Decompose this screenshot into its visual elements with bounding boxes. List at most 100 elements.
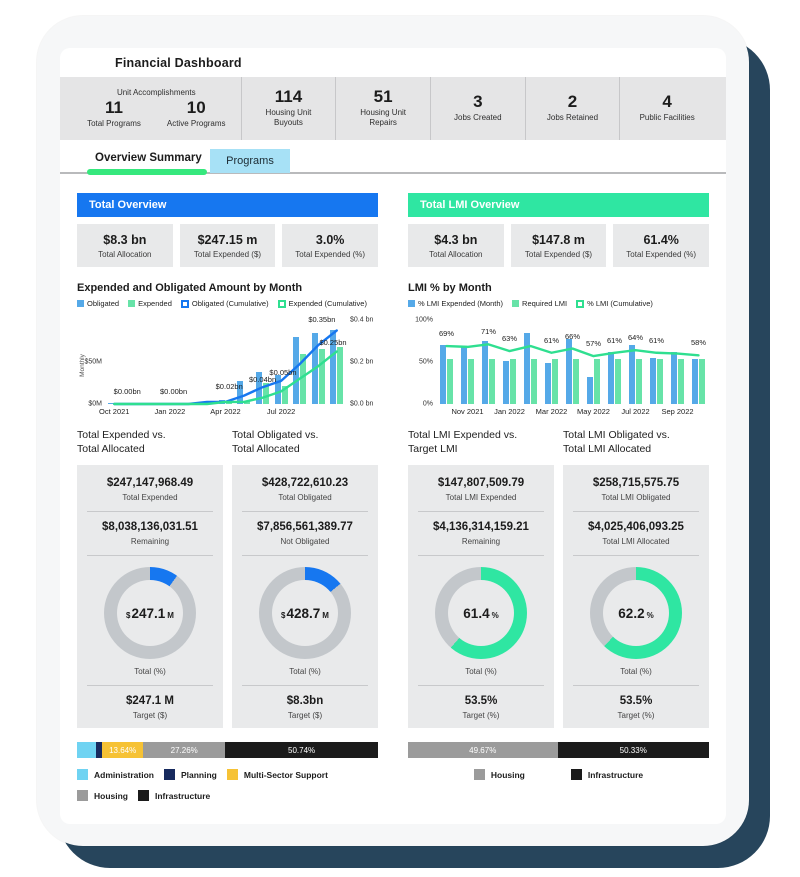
unit-stat: 10 Active Programs: [167, 99, 226, 129]
chart-legend-item[interactable]: Obligated (Cumulative): [180, 299, 269, 308]
title-line: Total Obligated vs.: [232, 429, 319, 441]
allocation-segment-multi-sector-support: 13.64%: [102, 742, 144, 758]
allocation-legend-item: Multi-Sector Support: [226, 769, 328, 780]
divider: [87, 555, 213, 556]
data-point-label: 61%: [648, 335, 665, 345]
tab-programs[interactable]: Programs: [210, 149, 290, 173]
legend-label: Obligated (Cumulative): [191, 299, 269, 308]
title-line: Total Allocated: [77, 443, 145, 456]
unit-accomplishments-label: Unit Accomplishments: [116, 87, 196, 97]
legend-chip: [77, 769, 88, 780]
divider: [418, 555, 544, 556]
metric-label: Not Obligated: [280, 537, 330, 546]
legend-chip: [77, 790, 88, 801]
bar: [671, 351, 677, 404]
metric-card-title: Total Obligated vs. Total Allocated: [232, 428, 378, 458]
stat-value: $8.3 bn: [103, 233, 147, 247]
x-axis-tick: Sep 2022: [661, 407, 694, 416]
stats-cell: 3 Jobs Created: [429, 77, 525, 140]
legend-chip: [570, 769, 582, 780]
tab-overview-summary[interactable]: Overview Summary: [95, 152, 202, 164]
donut-unit: M: [322, 610, 329, 620]
stat-label: Total Expended (%): [626, 250, 697, 259]
chart-title-lmi-percent: LMI % by Month: [408, 282, 492, 294]
legend-label: Infrastructure: [155, 790, 211, 801]
y-axis-tick: $0.2 bn: [350, 358, 374, 366]
target-label: Target ($): [132, 711, 168, 720]
legend-chip: [226, 769, 238, 780]
data-point-label: $0.25bn: [319, 337, 347, 347]
metric-card-title: Total LMI Expended vs. Target LMI: [408, 428, 554, 458]
stat-label: Jobs Retained: [546, 113, 599, 123]
legend-label: Expended: [138, 299, 172, 308]
bar: [615, 359, 621, 404]
data-point-label: 58%: [690, 338, 707, 348]
bar-group: [520, 320, 541, 404]
donut-center-value: 62.2%: [618, 606, 653, 621]
stat-value: 51: [373, 87, 393, 107]
metric-label: Total Obligated: [278, 493, 332, 502]
currency-symbol: $: [126, 610, 131, 620]
divider: [242, 555, 368, 556]
bar: [545, 362, 551, 404]
tabs-row: Overview Summary Programs: [60, 149, 726, 176]
donut-chart: 61.4%: [435, 567, 527, 659]
bar: [225, 402, 232, 404]
allocation-legend-item: Administration: [77, 769, 154, 780]
legend-chip: [408, 300, 415, 307]
cumulative-lines: [436, 320, 709, 404]
metric-card-title: Total LMI Obligated vs. Total LMI Allocat…: [563, 428, 709, 458]
chart-legend-item[interactable]: % LMI Expended (Month): [408, 299, 503, 308]
chart-legend-item[interactable]: % LMI (Cumulative): [576, 299, 653, 308]
divider: [573, 511, 699, 512]
chart-legend-item[interactable]: Expended (Cumulative): [277, 299, 367, 308]
divider: [418, 511, 544, 512]
legend-label: Expended (Cumulative): [288, 299, 367, 308]
x-axis-tick: Oct 2021: [99, 407, 130, 416]
target-label: Target ($): [287, 711, 323, 720]
cumulative-lines: [105, 320, 346, 404]
allocation-segment-planning: [96, 742, 103, 758]
stat-value: 2: [567, 92, 578, 112]
divider: [573, 685, 699, 686]
data-point-label: 69%: [438, 329, 455, 339]
divider: [242, 685, 368, 686]
donut-main-value: 247.1: [131, 605, 166, 621]
metric-card: Total LMI Expended vs. Target LMI $147,807…: [408, 428, 554, 728]
active-tab-underline: [87, 169, 207, 175]
donut-center-value: $428.7 M: [281, 606, 329, 621]
bar-group: [290, 320, 309, 404]
metric-value: $147,807,509.79: [437, 477, 525, 489]
lmi-overview-column: Total LMI Overview $4.3 bn Total Allocati…: [408, 193, 710, 801]
legend-chip: [77, 300, 84, 307]
bar-group: [541, 320, 562, 404]
legend-chip: [163, 769, 175, 780]
overview-stat-box: $247.15 m Total Expended ($): [179, 224, 276, 267]
data-point-label: $0.04bn: [249, 375, 277, 385]
data-point-label: $0.00bn: [113, 387, 141, 397]
legend-label: Administration: [94, 769, 154, 780]
bar: [281, 385, 288, 404]
target-label: Target (%): [617, 711, 655, 720]
bar-group: [478, 320, 499, 404]
title-line: Target LMI: [408, 443, 458, 456]
data-point-label: 61%: [543, 335, 560, 345]
data-point-label: 57%: [585, 339, 602, 349]
x-axis-tick: Jan 2022: [154, 407, 186, 416]
divider: [87, 511, 213, 512]
data-point-label: 63%: [501, 334, 518, 344]
chart-legend-item[interactable]: Required LMI: [512, 299, 567, 308]
dashboard-frame: Financial Dashboard Unit Accomplishments…: [37, 16, 749, 846]
bar-group: [562, 320, 583, 404]
y-axis-tick: $0M: [88, 400, 102, 408]
chart-legend-item[interactable]: Obligated: [77, 299, 119, 308]
data-point-label: $0.35bn: [308, 314, 336, 324]
y-axis-left: Monthly $50M $0M: [77, 320, 105, 407]
chart-legend-item[interactable]: Expended: [128, 299, 172, 308]
stats-cell: 2 Jobs Retained: [524, 77, 620, 140]
bar-group: [583, 320, 604, 404]
metric-value: $8,038,136,031.51: [102, 521, 198, 533]
x-axis-tick: May 2022: [577, 407, 610, 416]
legend-label: Infrastructure: [587, 769, 644, 780]
bar: [594, 359, 600, 404]
